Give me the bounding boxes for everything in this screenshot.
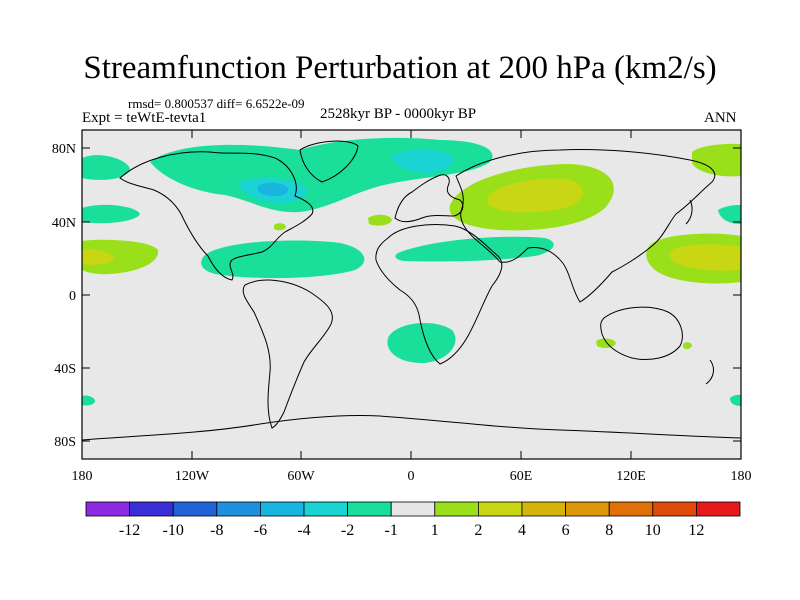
contour-region bbox=[201, 240, 365, 279]
contour-region bbox=[692, 143, 741, 177]
coastlines bbox=[82, 140, 741, 441]
colorbar-label: -4 bbox=[297, 522, 310, 539]
lon-label: 60W bbox=[287, 469, 315, 484]
colorbar-label: 10 bbox=[645, 522, 661, 539]
colorbar-label: 8 bbox=[605, 522, 613, 539]
coastline-new-zealand bbox=[705, 359, 714, 385]
colorbar-swatch bbox=[521, 501, 566, 517]
contour-region bbox=[257, 182, 289, 197]
coastline-antarctica bbox=[82, 414, 741, 441]
contour-region bbox=[392, 149, 454, 173]
contour-region bbox=[730, 394, 741, 406]
colorbar-swatch bbox=[390, 501, 436, 517]
lon-label: 60E bbox=[510, 469, 533, 484]
contour-region bbox=[82, 395, 96, 406]
coastline-japan bbox=[685, 199, 693, 225]
lat-label: 40N bbox=[52, 216, 76, 231]
lat-label: 0 bbox=[69, 289, 76, 304]
colorbar-label: -10 bbox=[163, 522, 184, 539]
stats-label: rmsd= 0.800537 diff= 6.6522e-09 bbox=[128, 96, 305, 111]
contour-region bbox=[669, 244, 741, 271]
coastline-greenland bbox=[299, 140, 359, 183]
colorbar-label: 1 bbox=[431, 522, 439, 539]
colorbar-swatch bbox=[347, 501, 392, 517]
contour-region bbox=[82, 248, 114, 265]
lat-label: 80S bbox=[54, 435, 76, 450]
lat-label: 80N bbox=[52, 142, 76, 157]
contour-region bbox=[82, 155, 130, 180]
chart-title: Streamfunction Perturbation at 200 hPa (… bbox=[83, 50, 717, 86]
contour-region bbox=[486, 178, 583, 213]
colorbar-swatch bbox=[259, 501, 305, 517]
contour-region bbox=[718, 204, 741, 224]
lat-tick-marks bbox=[82, 147, 741, 442]
colorbar-swatch bbox=[434, 501, 479, 517]
colorbar-swatch bbox=[565, 501, 610, 517]
colorbar-swatch bbox=[303, 501, 348, 517]
colorbar-label: -6 bbox=[254, 522, 267, 539]
colorbar-label: 4 bbox=[518, 522, 526, 539]
coastline-europe bbox=[394, 174, 464, 223]
colorbar-swatch bbox=[652, 501, 697, 517]
coastline-north-america bbox=[119, 151, 314, 281]
colorbar-label: -12 bbox=[119, 522, 140, 539]
colorbar-swatch bbox=[85, 501, 130, 517]
colorbar-label: -2 bbox=[341, 522, 354, 539]
coastline-asia bbox=[455, 148, 716, 303]
colorbar-swatch bbox=[608, 501, 654, 517]
experiment-label: Expt = teWtE-tevta1 bbox=[82, 110, 207, 126]
contour-region bbox=[368, 214, 392, 226]
colorbar-swatch bbox=[696, 501, 741, 517]
coastline-australia bbox=[600, 306, 683, 360]
contour-region bbox=[387, 323, 456, 364]
lon-label: 180 bbox=[731, 469, 752, 484]
contour-region bbox=[82, 239, 159, 275]
colorbar-label: 12 bbox=[688, 522, 704, 539]
lon-label: 0 bbox=[408, 469, 415, 484]
contour-region bbox=[82, 204, 140, 224]
colorbar-label: 2 bbox=[474, 522, 482, 539]
coastline-south-america bbox=[242, 279, 333, 429]
colorbar-swatch bbox=[129, 501, 174, 517]
lon-tick-marks bbox=[81, 130, 742, 459]
lon-label: 120W bbox=[175, 469, 210, 484]
colorbar-swatch bbox=[216, 501, 261, 517]
colorbar-label: -8 bbox=[210, 522, 223, 539]
contour-region bbox=[274, 223, 286, 231]
lat-label: 40S bbox=[54, 362, 76, 377]
colorbar: -12 -10 -8 -6 -4 -2 -1 1 2 4 6 8 10 12 bbox=[85, 501, 741, 539]
contour-region bbox=[395, 236, 554, 262]
season-label: ANN bbox=[704, 110, 737, 126]
contour-fills bbox=[82, 137, 741, 406]
colorbar-label: 6 bbox=[562, 522, 570, 539]
period-label: 2528kyr BP - 0000kyr BP bbox=[320, 106, 477, 122]
colorbar-label: -1 bbox=[385, 522, 398, 539]
contour-region bbox=[683, 342, 692, 350]
lon-label: 120E bbox=[616, 469, 646, 484]
coastline-africa bbox=[375, 224, 503, 365]
contour-region bbox=[596, 338, 616, 348]
colorbar-swatch bbox=[172, 501, 218, 517]
lon-label: 180 bbox=[72, 469, 93, 484]
colorbar-swatch bbox=[477, 501, 523, 517]
